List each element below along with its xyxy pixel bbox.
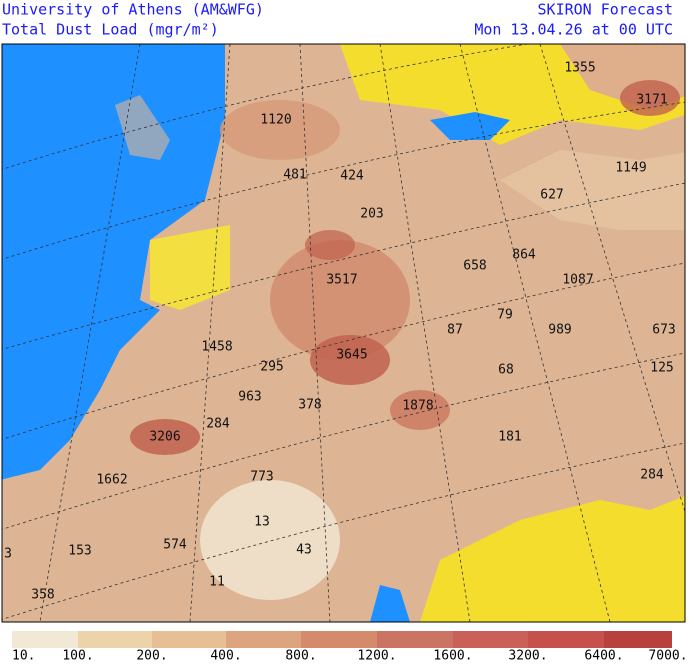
value-label: 79 — [497, 308, 513, 323]
colorbar-swatch — [301, 631, 377, 648]
colorbar-label: 3200. — [508, 649, 547, 663]
black-sea — [430, 112, 510, 140]
header-product: SKIRON Forecast — [538, 1, 673, 19]
value-label: 11 — [209, 575, 225, 590]
value-label: 1355 — [564, 61, 595, 76]
value-label: 1087 — [562, 273, 593, 288]
yellow-south — [420, 496, 685, 622]
value-label: 358 — [31, 588, 54, 603]
value-label: 3 — [4, 547, 12, 562]
value-label: 3206 — [149, 430, 180, 445]
colorbar-swatch — [152, 631, 226, 648]
colorbar-label: 200. — [136, 649, 167, 663]
header-time: Mon 13.04.26 at 00 UTC — [474, 21, 673, 39]
value-label: 68 — [498, 363, 514, 378]
dust-high — [270, 240, 410, 360]
value-label: 963 — [238, 390, 261, 405]
colorbar-label: 800. — [285, 649, 316, 663]
value-label: 284 — [640, 468, 664, 483]
value-label: 864 — [512, 248, 536, 263]
dust-low — [200, 480, 340, 600]
value-label: 3171 — [636, 93, 667, 108]
header-org: University of Athens (AM&WFG) — [2, 1, 264, 19]
colorbar-label: 6400. — [584, 649, 623, 663]
value-label: 203 — [360, 207, 383, 222]
dust-peak — [390, 390, 450, 430]
colorbar-label: 10. — [12, 649, 35, 663]
colorbar-swatch — [604, 631, 672, 648]
value-label: 3517 — [326, 273, 357, 288]
value-label: 153 — [68, 544, 91, 559]
dust-peak — [305, 230, 355, 260]
value-label: 125 — [650, 361, 673, 376]
value-label: 481 — [283, 168, 306, 183]
value-label: 295 — [260, 360, 283, 375]
header-variable: Total Dust Load (mgr/m²) — [2, 21, 219, 39]
colorbar-label: 400. — [210, 649, 241, 663]
value-label: 181 — [498, 430, 521, 445]
map — [2, 44, 685, 622]
colorbar-label: 1600. — [433, 649, 472, 663]
colorbar-label: 100. — [62, 649, 93, 663]
value-label: 3645 — [336, 348, 367, 363]
colorbar-swatch — [377, 631, 453, 648]
value-label: 284 — [206, 417, 230, 432]
dust-east — [500, 150, 685, 230]
colorbar-label: 7000. — [648, 649, 687, 663]
dust-peak — [130, 419, 200, 455]
dust-peak — [620, 80, 680, 116]
dust-high — [220, 100, 340, 160]
value-label: 658 — [463, 259, 486, 274]
map-frame — [1, 43, 686, 623]
value-label: 574 — [163, 538, 187, 553]
gulf — [370, 585, 410, 622]
graticule — [2, 44, 685, 622]
colorbar-swatch — [453, 631, 528, 648]
value-label: 378 — [298, 398, 321, 413]
value-label: 1458 — [201, 340, 232, 355]
value-label: 87 — [447, 323, 463, 338]
colorbar-swatch — [528, 631, 604, 648]
ocean — [2, 44, 225, 480]
value-label: 627 — [540, 188, 563, 203]
value-label: 989 — [548, 323, 571, 338]
value-label: 1120 — [260, 113, 291, 128]
value-label: 1149 — [615, 161, 646, 176]
value-label: 1662 — [96, 473, 127, 488]
value-label: 424 — [340, 169, 364, 184]
value-label: 673 — [652, 323, 675, 338]
value-label: 1878 — [402, 399, 433, 414]
value-label: 773 — [250, 470, 273, 485]
colorbar-swatch — [12, 631, 78, 648]
colorbar-swatch — [78, 631, 152, 648]
dust-peak — [310, 335, 390, 385]
value-label: 43 — [296, 543, 312, 558]
colorbar-label: 1200. — [357, 649, 396, 663]
value-label: 13 — [254, 515, 270, 530]
colorbar-swatch — [226, 631, 301, 648]
iberia — [150, 225, 230, 310]
